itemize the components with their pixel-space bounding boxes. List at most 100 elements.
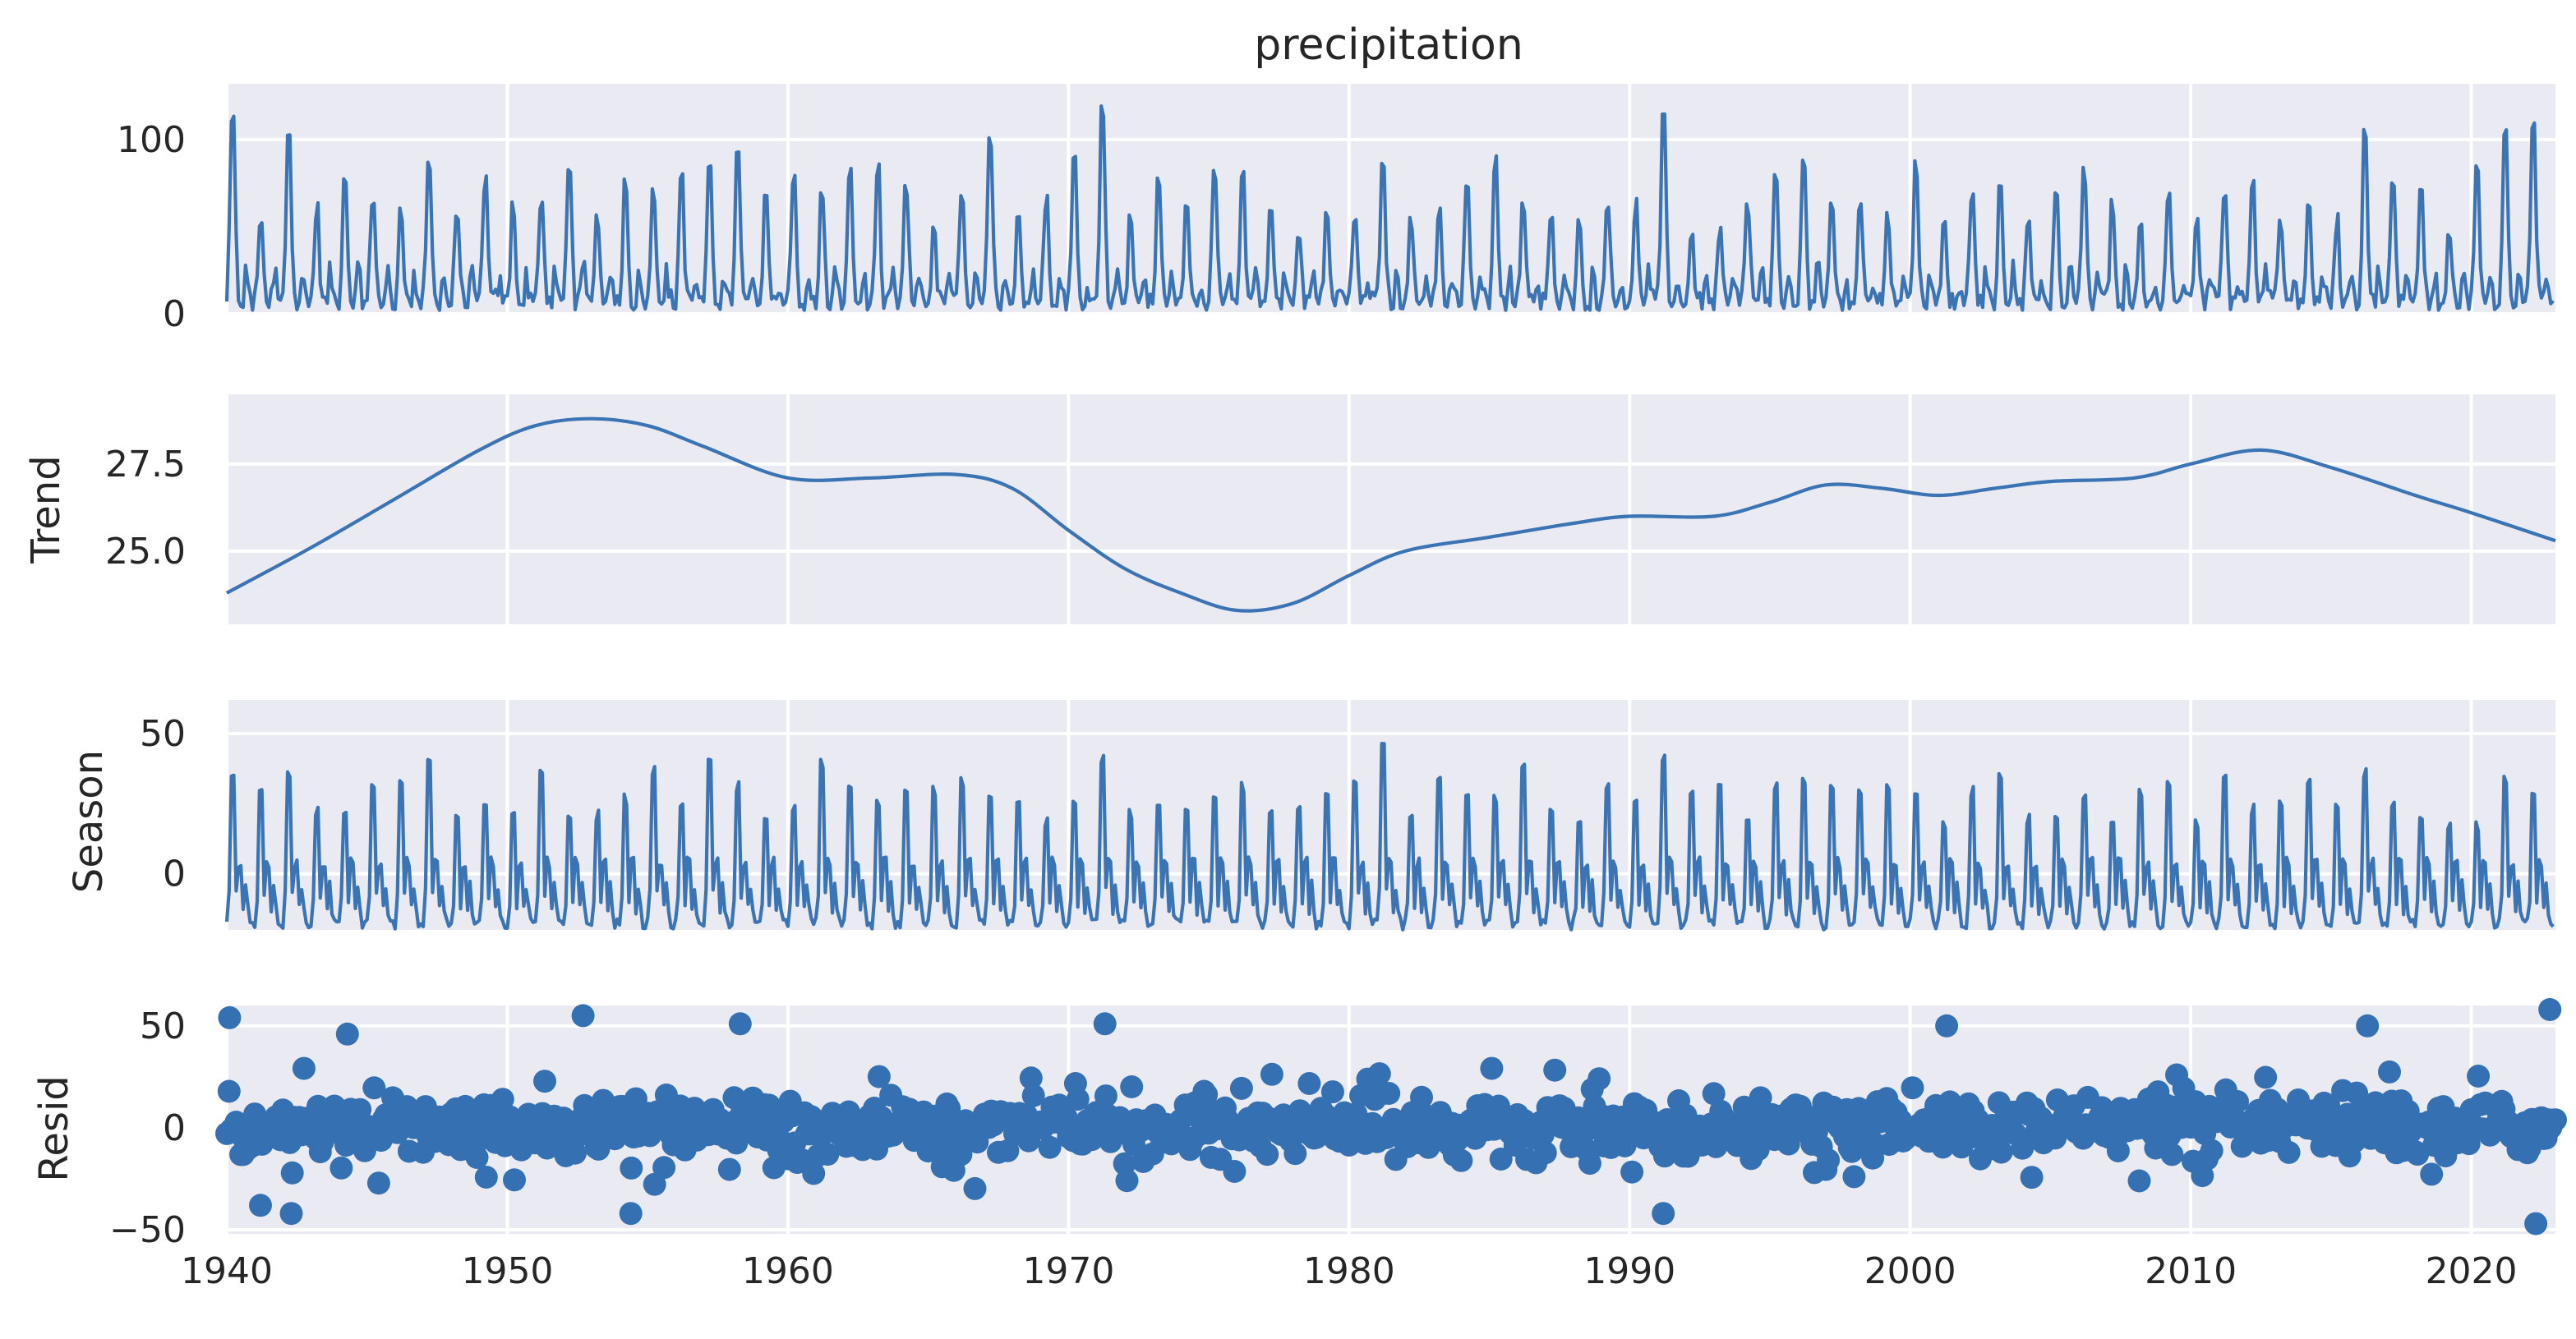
resid-point (2544, 1108, 2567, 1132)
resid-point (353, 1139, 376, 1162)
resid-point (620, 1156, 643, 1180)
resid-point (1038, 1135, 1062, 1159)
resid-point (652, 1156, 676, 1180)
resid-point (802, 1162, 826, 1185)
resid-point (1229, 1076, 1253, 1100)
resid-point (2226, 1090, 2249, 1113)
resid-point (963, 1176, 987, 1200)
resid-point (1749, 1086, 1772, 1110)
season-panel: 0 50 Season (66, 700, 2555, 932)
resid-point (1260, 1062, 1283, 1086)
resid-point (533, 1070, 556, 1093)
resid-point (2106, 1139, 2130, 1162)
resid-point (2356, 1014, 2380, 1038)
resid-point (1094, 1084, 1117, 1108)
resid-point (1935, 1014, 1959, 1038)
season-series-line (224, 742, 2555, 932)
resid-point (366, 1171, 390, 1195)
resid-point (2524, 1212, 2548, 1235)
trend-y-tick-label: 27.5 (105, 444, 186, 485)
resid-point (1842, 1165, 1866, 1189)
resid-point (1195, 1083, 1219, 1107)
resid-point (1021, 1084, 1045, 1107)
x-tick-label-1950: 1950 (461, 1250, 553, 1292)
resid-point (329, 1156, 353, 1180)
resid-point (1367, 1062, 1391, 1086)
resid-point (2200, 1139, 2223, 1162)
resid-point (1115, 1169, 1139, 1193)
x-tick-label-2010: 2010 (2145, 1250, 2237, 1292)
resid-y-tick-label: 0 (163, 1107, 186, 1149)
resid-point (867, 1065, 891, 1088)
resid-point (1533, 1141, 1557, 1165)
x-tick-label-1940: 1940 (181, 1250, 273, 1292)
resid-point (1283, 1142, 1307, 1166)
trend-panel-background (227, 394, 2555, 624)
resid-point (279, 1202, 303, 1226)
resid-point (1120, 1075, 1144, 1098)
trend-panel: 25.0 27.5 Trend (23, 394, 2556, 624)
resid-point (1410, 1085, 1433, 1109)
trend-series-line (226, 416, 2556, 613)
resid-point (1543, 1058, 1567, 1082)
resid-point (1989, 1140, 2013, 1164)
resid-point (1019, 1066, 1043, 1090)
observed-y-ticks: 0 100 (117, 119, 186, 335)
resid-point (996, 1139, 1020, 1162)
resid-point (292, 1056, 316, 1080)
resid-point (1776, 1132, 1800, 1156)
resid-point (2127, 1169, 2151, 1193)
resid-point (717, 1157, 741, 1181)
x-tick-label-1970: 1970 (1022, 1250, 1114, 1292)
observed-y-tick-label: 0 (163, 293, 186, 335)
chart-title: precipitation (1254, 21, 1523, 70)
resid-point (2378, 1060, 2401, 1084)
resid-point (1377, 1082, 1401, 1105)
season-y-axis-label: Season (66, 750, 112, 893)
resid-point (2254, 1065, 2278, 1089)
observed-y-tick-label: 100 (117, 119, 186, 161)
x-tick-label-2020: 2020 (2426, 1250, 2518, 1292)
x-axis-tick-labels: 1940 1950 1960 1970 1980 1990 2000 2010 2020 (181, 1250, 2518, 1292)
resid-points (215, 998, 2567, 1235)
resid-point (474, 1166, 498, 1189)
resid-point (335, 1022, 359, 1046)
trend-y-axis-label: Trend (23, 455, 69, 564)
resid-point (2420, 1162, 2444, 1186)
resid-point (1113, 1152, 1136, 1176)
resid-point (1652, 1144, 1676, 1168)
resid-point (571, 1004, 595, 1028)
resid-point (1578, 1152, 1601, 1176)
resid-point (503, 1168, 526, 1192)
resid-point (2020, 1166, 2044, 1189)
resid-point (1093, 1012, 1117, 1036)
observed-panel-background (227, 84, 2555, 314)
resid-point (816, 1143, 840, 1166)
resid-point (465, 1146, 489, 1169)
resid-y-tick-label: −50 (109, 1209, 186, 1251)
resid-point (1320, 1080, 1344, 1104)
x-tick-label-1990: 1990 (1583, 1250, 1675, 1292)
season-y-tick-label: 0 (163, 854, 186, 895)
resid-point (1620, 1160, 1644, 1184)
resid-panel: −50 0 50 Resid (31, 998, 2567, 1251)
resid-point (2467, 1065, 2491, 1088)
resid-point (1223, 1160, 1247, 1183)
resid-point (218, 1005, 242, 1029)
resid-point (1297, 1072, 1321, 1095)
resid-point (1486, 1094, 1510, 1118)
resid-point (1901, 1076, 1924, 1100)
resid-point (1702, 1082, 1726, 1106)
trend-y-tick-label: 25.0 (105, 531, 186, 573)
x-tick-label-1960: 1960 (742, 1250, 834, 1292)
resid-point (619, 1202, 643, 1226)
resid-point (2277, 1140, 2301, 1164)
season-y-tick-label: 50 (140, 713, 186, 755)
resid-point (2160, 1143, 2184, 1166)
trend-gridlines (225, 394, 2555, 624)
resid-point (217, 1079, 241, 1103)
resid-y-tick-label: 50 (140, 1005, 186, 1047)
observed-series-line (224, 104, 2555, 312)
resid-point (1066, 1088, 1090, 1111)
resid-point (643, 1172, 666, 1196)
